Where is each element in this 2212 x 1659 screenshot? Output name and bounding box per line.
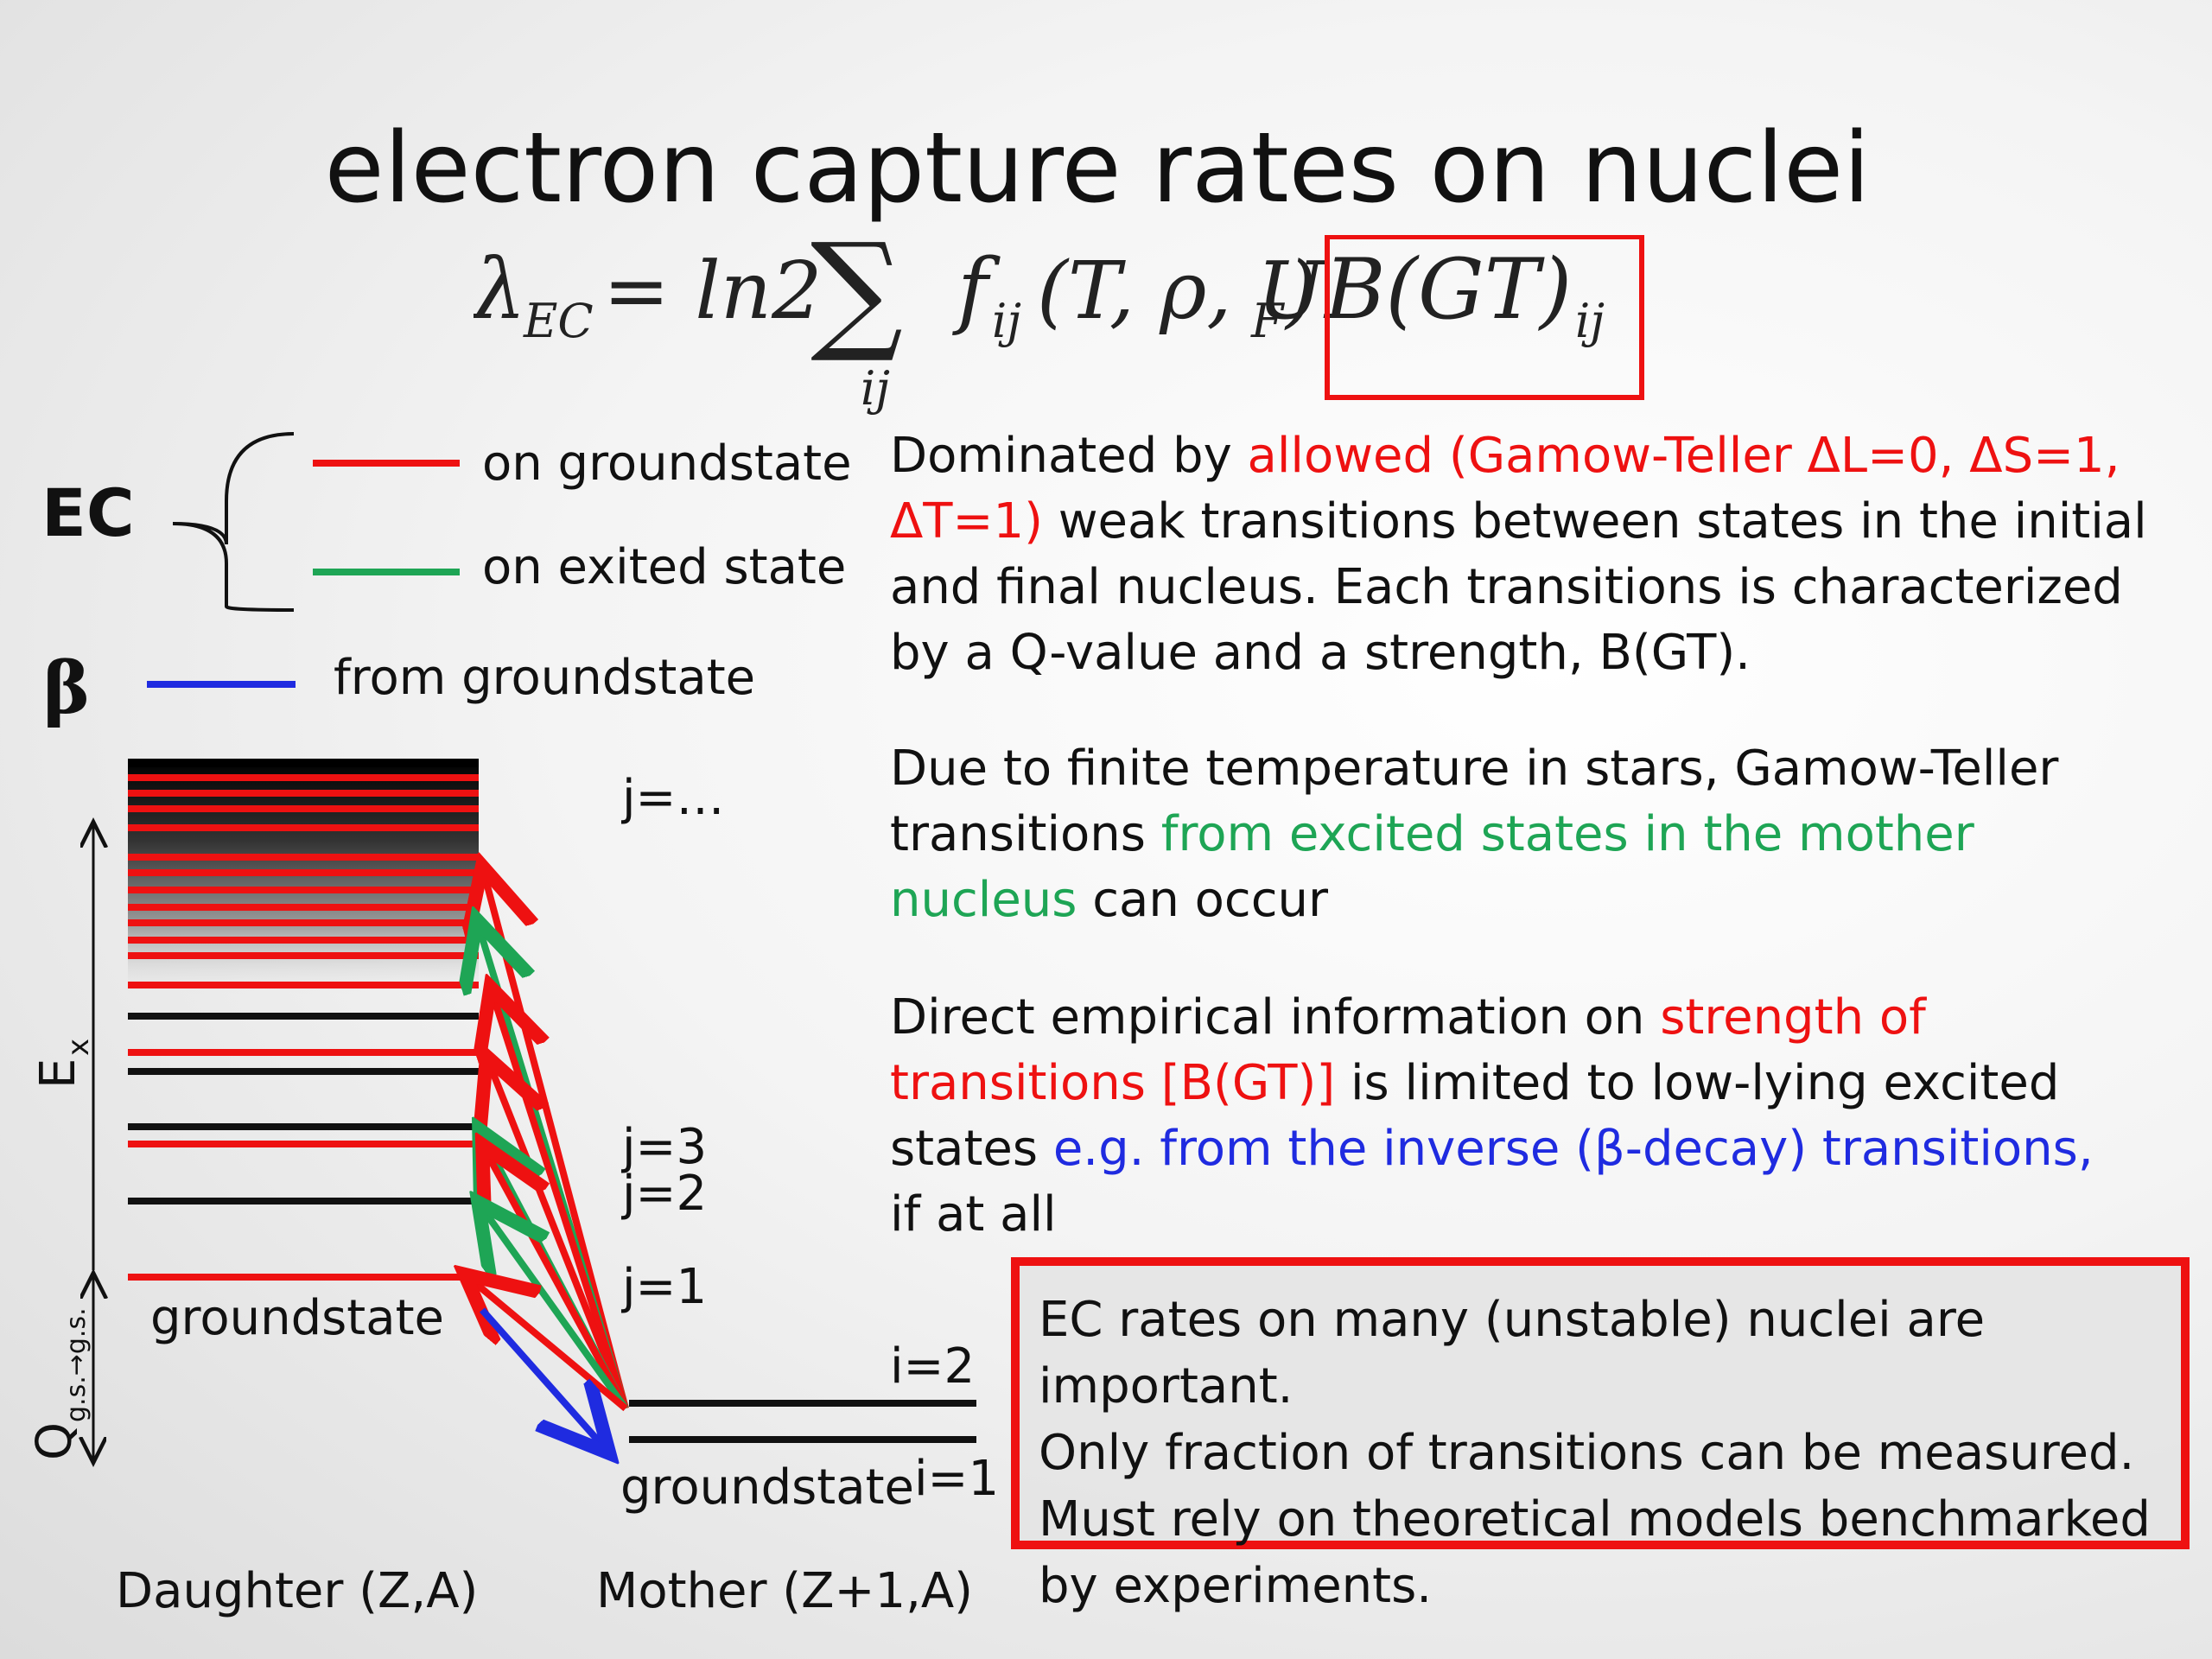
level-diagram: j=… j=3 j=2 j=1 i=2 i=1 groundstate grou… [27,759,999,1619]
ec-legend-label: EC [41,474,135,551]
p1-text-a: Dominated by [890,428,1248,484]
ec-arrow-excited [482,1208,629,1411]
label-ex-sub: x [61,1039,96,1056]
p3-text-a: Direct empirical information on [890,989,1661,1046]
label-q-sub: g.s.→g.s. [61,1307,92,1422]
paragraph-empirical-information: Direct empirical information on strength… [890,985,2134,1248]
p1-text-c: weak transitions between states in the i… [890,493,2147,681]
label-j3: j=3 [620,1119,707,1175]
label-ex: E [30,1058,86,1089]
label-mother: Mother (Z+1,A) [596,1563,973,1619]
legend-ec-groundstate: on groundstate [482,435,852,492]
label-daughter-groundstate: groundstate [150,1290,444,1346]
ec-rate-formula: λ EC = ln2 ∑ ij f ij (T, ρ, U F ) B(GT) … [470,216,1649,425]
formula-bgt: B(GT) [1323,241,1572,338]
p2-text-a: Due to finite temperature in stars, Gamo… [890,741,2059,862]
label-j-dots: j=… [620,770,724,826]
formula-f-args: (T, ρ, U [1037,245,1327,337]
formula-lambda-sub: EC [523,294,594,348]
page-title: electron capture rates on nuclei [324,112,1871,225]
p3-text-e: if at all [890,1186,1057,1243]
p2-text-c: can occur [1077,872,1329,928]
p3-highlight-inverse: e.g. from the inverse (β-decay) transiti… [1052,1121,2094,1177]
conclusion-line-3: Must rely on theoretical models benchmar… [1039,1491,2151,1614]
p2-highlight-excited: from excited states in the mother nucleu… [890,806,1974,928]
label-i1: i=1 [914,1451,999,1507]
legend-beta-groundstate: from groundstate [334,650,756,706]
beta-decay-arrow [480,1307,605,1448]
paragraph-finite-temperature: Due to finite temperature in stars, Gamo… [890,736,2134,933]
legend-brace [172,432,295,612]
formula-f-sub: ij [992,294,1021,348]
formula-f-args-sub: F [1250,294,1286,348]
formula-ln2: = ln2 [603,245,823,337]
label-daughter: Daughter (Z,A) [116,1563,478,1619]
label-j2: j=2 [620,1166,707,1222]
p1-highlight-allowed: allowed (Gamow-Teller ΔL=0, ΔS=1, ΔT=1) [890,428,2120,550]
formula-sum: ∑ [810,235,903,366]
ec-arrow-groundstate [489,1063,629,1410]
bgt-highlight-box [1325,234,1644,400]
formula-bgt-sub: ij [1575,294,1605,348]
label-mother-groundstate: groundstate [620,1459,914,1516]
label-j1: j=1 [620,1259,707,1315]
conclusion-box: EC rates on many (unstable) nuclei are i… [1011,1257,2190,1614]
p3-text-c: is limited to low-lying excited states [890,1055,2060,1177]
conclusion-line-2: Only fraction of transitions can be meas… [1039,1425,2135,1481]
conclusion-line-1: EC rates on many (unstable) nuclei are i… [1039,1292,1986,1414]
label-q: Q [27,1422,83,1460]
label-i2: i=2 [890,1338,975,1395]
legend: EC β [41,432,460,730]
formula-sum-index: ij [861,361,890,416]
p3-highlight-strength: strength of transitions [B(GT)] [890,989,1926,1111]
formula-f-close: ) [1284,245,1317,337]
formula-lambda: λ [474,241,526,338]
paragraph-gamow-teller: Dominated by allowed (Gamow-Teller ΔL=0,… [890,423,2195,686]
legend-ec-excited: on exited state [482,539,847,595]
beta-legend-label: β [43,647,90,730]
